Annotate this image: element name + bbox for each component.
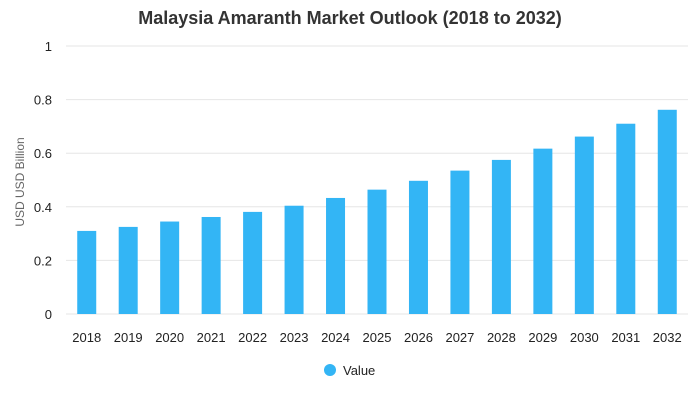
x-tick-label: 2024 <box>321 330 350 345</box>
y-tick-label: 1 <box>45 39 52 54</box>
x-tick-label: 2022 <box>238 330 267 345</box>
chart-title: Malaysia Amaranth Market Outlook (2018 t… <box>138 8 561 28</box>
x-axis-ticks: 2018 2019 2020 2021 2022 2023 2024 2025 2026 2027… <box>72 330 681 345</box>
bar-2028[interactable] <box>491 159 511 314</box>
y-tick-label: 0.8 <box>34 93 52 108</box>
x-tick-label: 2021 <box>197 330 226 345</box>
legend-label: Value <box>343 363 375 378</box>
bar-2030[interactable] <box>574 136 594 314</box>
bar-2026[interactable] <box>408 180 428 314</box>
x-tick-label: 2028 <box>487 330 516 345</box>
x-tick-label: 2026 <box>404 330 433 345</box>
bars <box>77 109 677 314</box>
x-tick-label: 2019 <box>114 330 143 345</box>
x-tick-label: 2018 <box>72 330 101 345</box>
bar-2019[interactable] <box>118 226 138 314</box>
bar-2023[interactable] <box>284 205 304 314</box>
y-tick-label: 0.2 <box>34 253 52 268</box>
bar-2018[interactable] <box>77 230 97 314</box>
y-tick-label: 0.4 <box>34 200 52 215</box>
legend-marker-icon <box>324 364 336 376</box>
bar-2025[interactable] <box>367 189 387 314</box>
bar-2020[interactable] <box>160 221 180 314</box>
x-tick-label: 2030 <box>570 330 599 345</box>
bar-2032[interactable] <box>657 109 677 314</box>
legend[interactable]: Value <box>324 363 375 378</box>
bar-2022[interactable] <box>243 211 263 314</box>
y-axis-ticks: 0 0.2 0.4 0.6 0.8 1 <box>34 39 52 322</box>
bar-2024[interactable] <box>326 197 346 314</box>
x-tick-label: 2031 <box>611 330 640 345</box>
bar-2021[interactable] <box>201 216 221 314</box>
y-tick-label: 0.6 <box>34 146 52 161</box>
bar-2029[interactable] <box>533 148 553 314</box>
y-axis-label: USD USD Billion <box>13 137 27 226</box>
x-tick-label: 2029 <box>528 330 557 345</box>
x-tick-label: 2025 <box>363 330 392 345</box>
bar-2031[interactable] <box>616 123 636 314</box>
x-tick-label: 2027 <box>445 330 474 345</box>
x-tick-label: 2020 <box>155 330 184 345</box>
x-tick-label: 2023 <box>280 330 309 345</box>
x-tick-label: 2032 <box>653 330 682 345</box>
bar-2027[interactable] <box>450 170 470 314</box>
y-tick-label: 0 <box>45 307 52 322</box>
